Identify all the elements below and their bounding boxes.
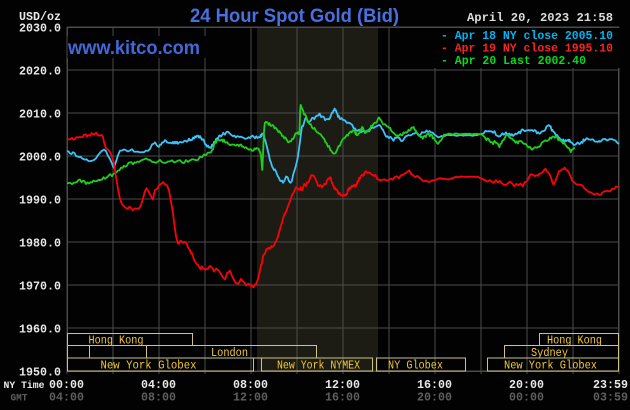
svg-text:New York NYMEX: New York NYMEX bbox=[277, 360, 360, 373]
svg-text:GMT: GMT bbox=[11, 394, 28, 405]
svg-text:Hong Kong: Hong Kong bbox=[547, 335, 602, 348]
svg-text:NY Time: NY Time bbox=[4, 380, 45, 392]
svg-text:16:00: 16:00 bbox=[325, 391, 360, 405]
svg-text:Hong Kong: Hong Kong bbox=[89, 335, 144, 348]
svg-text:2010.0: 2010.0 bbox=[19, 108, 61, 122]
svg-text:24 Hour Spot Gold (Bid): 24 Hour Spot Gold (Bid) bbox=[190, 6, 399, 27]
svg-text:London: London bbox=[211, 347, 248, 360]
svg-text:12:00: 12:00 bbox=[325, 378, 360, 392]
svg-text:08:00: 08:00 bbox=[233, 378, 268, 392]
svg-text:20:00: 20:00 bbox=[417, 391, 452, 405]
svg-text:www.kitco.com: www.kitco.com bbox=[67, 38, 200, 59]
svg-text:2000.0: 2000.0 bbox=[19, 151, 61, 165]
svg-text:1980.0: 1980.0 bbox=[19, 237, 61, 251]
svg-text:New York Globex: New York Globex bbox=[504, 360, 597, 373]
svg-text:16:00: 16:00 bbox=[417, 378, 452, 392]
svg-text:23:59: 23:59 bbox=[593, 378, 628, 392]
svg-text:03:59: 03:59 bbox=[593, 391, 628, 405]
svg-text:April 20, 2023 21:58: April 20, 2023 21:58 bbox=[467, 11, 613, 25]
svg-text:New York Globex: New York Globex bbox=[101, 360, 197, 373]
svg-text:- Apr 19 NY close 1995.10: - Apr 19 NY close 1995.10 bbox=[441, 42, 613, 56]
svg-text:04:00: 04:00 bbox=[49, 391, 84, 405]
svg-text:NY Globex: NY Globex bbox=[388, 360, 443, 373]
svg-text:08:00: 08:00 bbox=[141, 391, 176, 405]
svg-text:00:00: 00:00 bbox=[509, 391, 544, 405]
svg-text:Sydney: Sydney bbox=[531, 347, 568, 360]
svg-text:2030.0: 2030.0 bbox=[19, 22, 61, 36]
svg-text:12:00: 12:00 bbox=[233, 391, 268, 405]
svg-text:- Apr 18 NY close 2005.10: - Apr 18 NY close 2005.10 bbox=[441, 29, 613, 43]
svg-text:1970.0: 1970.0 bbox=[19, 280, 61, 294]
svg-text:2020.0: 2020.0 bbox=[19, 65, 61, 79]
svg-text:00:00: 00:00 bbox=[49, 378, 84, 392]
svg-text:04:00: 04:00 bbox=[141, 378, 176, 392]
svg-text:- Apr 20 Last 2002.40: - Apr 20 Last 2002.40 bbox=[441, 54, 586, 68]
svg-text:1950.0: 1950.0 bbox=[19, 366, 61, 380]
svg-text:20:00: 20:00 bbox=[509, 378, 544, 392]
svg-text:USD/oz: USD/oz bbox=[19, 10, 61, 24]
svg-text:1990.0: 1990.0 bbox=[19, 194, 61, 208]
svg-text:1960.0: 1960.0 bbox=[19, 323, 61, 337]
